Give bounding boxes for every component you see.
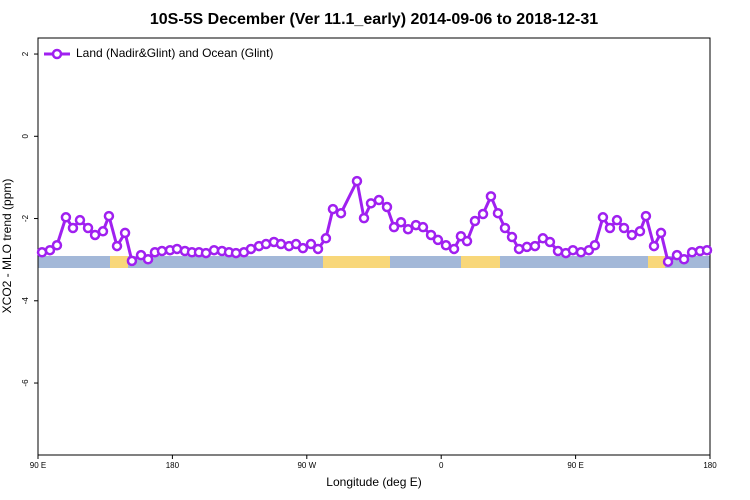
data-point — [297, 242, 309, 254]
x-tick-label: 180 — [166, 461, 180, 470]
data-point — [156, 245, 168, 257]
data-point — [381, 201, 393, 213]
data-point — [597, 212, 609, 223]
data-point — [245, 243, 257, 255]
x-tick-label: 90 E — [30, 461, 46, 470]
data-point — [640, 210, 652, 222]
land-patch — [110, 256, 128, 268]
data-point — [44, 244, 56, 256]
data-point — [440, 240, 452, 251]
y-tick-label: 0 — [21, 134, 30, 139]
data-point — [618, 222, 630, 234]
data-point — [67, 222, 79, 234]
data-point — [373, 194, 385, 206]
data-point — [469, 215, 481, 227]
data-point — [305, 238, 317, 250]
data-point — [477, 208, 489, 220]
data-point — [648, 240, 660, 252]
data-point — [701, 244, 713, 256]
data-point — [119, 227, 131, 239]
data-point — [82, 222, 94, 234]
data-point — [611, 214, 623, 226]
chart-title: 10S-5S December (Ver 11.1_early) 2014-09… — [150, 11, 598, 28]
data-point — [634, 226, 646, 237]
data-point — [626, 229, 638, 241]
data-point — [425, 229, 437, 241]
data-point — [327, 203, 339, 215]
y-tick-label: -6 — [21, 379, 30, 387]
y-tick-label: -2 — [21, 214, 30, 222]
x-tick-label: 0 — [439, 461, 444, 470]
y-tick-label: -4 — [21, 297, 30, 305]
y-axis-label: XCO2 - MLO trend (ppm) — [0, 179, 14, 314]
data-point — [402, 223, 414, 235]
map-strip — [38, 256, 710, 268]
data-point — [662, 256, 674, 267]
data-point — [200, 247, 212, 259]
land-patch — [323, 256, 390, 268]
data-point — [103, 210, 115, 222]
data-point — [589, 240, 601, 251]
x-axis-label: Longitude (deg E) — [326, 475, 421, 489]
data-point — [448, 243, 460, 255]
data-point — [529, 240, 541, 252]
data-point — [604, 222, 616, 234]
data-point — [506, 231, 518, 243]
land-patch — [648, 256, 665, 268]
data-point — [432, 234, 444, 246]
data-point — [544, 236, 556, 248]
data-point — [312, 243, 324, 255]
plot-frame — [37, 37, 711, 456]
data-point — [126, 255, 138, 267]
legend-marker — [51, 48, 63, 60]
data-point — [485, 191, 497, 202]
data-point — [492, 207, 504, 219]
legend-label: Land (Nadir&Glint) and Ocean (Glint) — [76, 46, 273, 60]
data-point — [275, 238, 287, 250]
data-point — [655, 227, 667, 239]
x-tick-label: 90 E — [567, 461, 583, 470]
data-point — [60, 212, 72, 223]
data-point — [499, 222, 511, 234]
data-point — [335, 207, 347, 219]
x-tick-label: 180 — [703, 461, 717, 470]
data-point — [358, 212, 370, 224]
data-point — [97, 226, 109, 237]
data-point — [51, 240, 63, 251]
x-tick-label: 90 W — [297, 461, 316, 470]
data-point — [74, 214, 86, 226]
data-point — [567, 244, 579, 256]
series-line — [41, 176, 708, 265]
data-point — [521, 241, 533, 253]
data-point — [678, 253, 690, 265]
data-point — [111, 240, 123, 252]
data-point — [320, 233, 332, 244]
data-point — [351, 175, 363, 187]
data-point — [417, 221, 429, 233]
data-point — [461, 235, 473, 247]
data-point — [89, 229, 101, 241]
data-point — [686, 247, 698, 258]
data-point — [388, 221, 400, 233]
land-patch — [461, 256, 500, 268]
data-point — [395, 216, 407, 228]
y-tick-label: 2 — [21, 51, 30, 56]
data-point — [142, 253, 154, 265]
